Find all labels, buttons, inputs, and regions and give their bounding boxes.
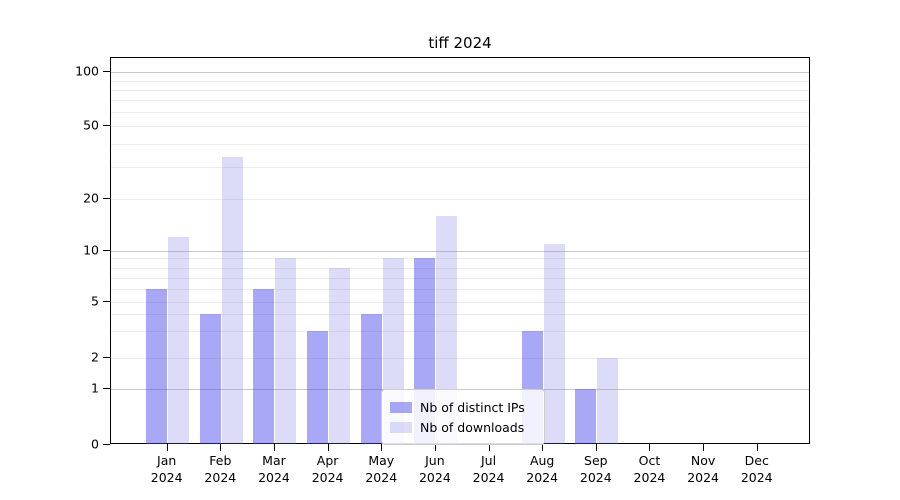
gridline-y-40 — [111, 144, 809, 145]
x-tick-label-apr: Apr 2024 — [311, 453, 344, 485]
y-tick-mark-0 — [103, 444, 110, 445]
x-tick-mark-dec — [756, 444, 758, 451]
gridline-y-90 — [111, 80, 809, 82]
x-tick-label-mar: Mar 2024 — [258, 453, 290, 485]
x-tick-mark-aug — [542, 444, 544, 451]
gridline-y-20 — [111, 198, 809, 200]
gridline-y-7 — [111, 277, 809, 279]
legend-label-distinct-ips: Nb of distinct IPs — [420, 399, 525, 415]
x-tick-label-jul: Jul 2024 — [472, 453, 505, 485]
gridline-y-2 — [111, 357, 809, 359]
x-tick-label-may: May 2024 — [365, 453, 398, 485]
chart-title: tiff 2024 — [428, 34, 492, 52]
x-tick-mark-jul — [488, 444, 490, 451]
bar-downloads-aug — [543, 243, 565, 444]
y-tick-label-0: 0 — [91, 436, 99, 452]
bar-downloads-apr — [329, 267, 351, 444]
x-tick-label-aug: Aug 2024 — [526, 453, 559, 485]
y-tick-label-20: 20 — [83, 190, 99, 206]
y-tick-label-5: 5 — [91, 293, 99, 309]
y-tick-mark-20 — [103, 197, 110, 199]
bar-downloads-feb — [221, 156, 243, 444]
y-tick-label-50: 50 — [83, 117, 99, 133]
bar-ips-may — [360, 314, 382, 444]
x-tick-label-dec: Dec 2024 — [740, 453, 773, 485]
y-tick-label-2: 2 — [91, 349, 99, 365]
gridline-y-3 — [111, 331, 809, 332]
bar-ips-feb — [199, 314, 221, 444]
legend-swatch-distinct-ips — [390, 401, 412, 413]
x-tick-mark-jan — [166, 444, 168, 451]
gridline-y-4 — [111, 314, 809, 316]
gridline-y-10 — [111, 251, 809, 252]
bar-ips-jan — [146, 289, 168, 444]
plot-area: Nb of distinct IPs Nb of downloads — [110, 57, 810, 445]
legend: Nb of distinct IPs Nb of downloads — [381, 389, 545, 445]
legend-swatch-downloads — [390, 421, 412, 433]
gridline-y-100 — [111, 72, 809, 73]
gridline-y-9 — [111, 257, 809, 259]
y-tick-mark-10 — [103, 250, 110, 251]
bar-downloads-mar — [275, 257, 297, 444]
x-tick-label-nov: Nov 2024 — [687, 453, 719, 485]
gridline-y-8 — [111, 267, 809, 269]
x-tick-label-jun: Jun 2024 — [418, 453, 451, 485]
bar-ips-mar — [253, 289, 275, 444]
y-tick-mark-100 — [103, 71, 110, 72]
bar-downloads-jun — [436, 215, 458, 444]
x-tick-mark-sep — [595, 444, 597, 451]
gridline-y-70 — [111, 100, 809, 101]
bar-downloads-sep — [597, 357, 619, 444]
bar-ips-apr — [307, 331, 329, 444]
x-tick-mark-mar — [273, 444, 275, 451]
legend-item-downloads: Nb of downloads — [390, 417, 534, 437]
gridline-y-80 — [111, 89, 809, 91]
legend-label-downloads: Nb of downloads — [420, 419, 525, 435]
x-tick-mark-nov — [703, 444, 705, 451]
gridline-y-30 — [111, 166, 809, 168]
x-tick-label-sep: Sep 2024 — [579, 453, 612, 485]
x-tick-label-jan: Jan 2024 — [150, 453, 183, 485]
gridline-y-6 — [111, 289, 809, 291]
y-tick-mark-50 — [103, 125, 110, 126]
x-tick-mark-may — [381, 444, 383, 451]
y-tick-mark-1 — [103, 388, 110, 390]
y-tick-mark-2 — [103, 356, 110, 358]
x-tick-mark-feb — [220, 444, 222, 451]
gridline-y-5 — [111, 301, 809, 303]
bar-ips-sep — [575, 389, 597, 444]
x-tick-label-feb: Feb 2024 — [204, 453, 237, 485]
y-tick-label-100: 100 — [75, 63, 99, 79]
y-tick-label-10: 10 — [83, 242, 99, 258]
y-tick-mark-5 — [103, 300, 110, 302]
y-tick-label-1: 1 — [91, 380, 99, 396]
bar-downloads-jan — [168, 237, 190, 444]
x-tick-mark-apr — [327, 444, 329, 451]
gridline-y-50 — [111, 126, 809, 127]
x-tick-mark-oct — [649, 444, 651, 451]
x-tick-label-oct: Oct 2024 — [633, 453, 666, 485]
x-tick-mark-jun — [434, 444, 436, 451]
legend-item-distinct-ips: Nb of distinct IPs — [390, 397, 534, 417]
gridline-y-60 — [111, 112, 809, 113]
